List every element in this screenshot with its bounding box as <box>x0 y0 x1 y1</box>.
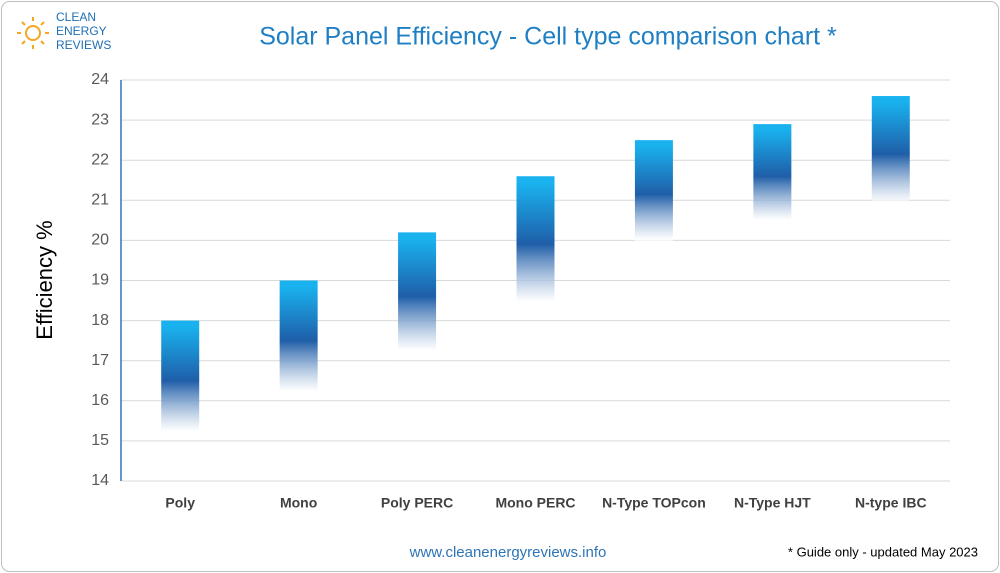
y-tick-label: 18 <box>91 312 109 329</box>
chart-title: Solar Panel Efficiency - Cell type compa… <box>259 23 837 51</box>
x-tick-label: Poly PERC <box>381 495 453 511</box>
bar <box>634 140 673 249</box>
footer-note: * Guide only - updated May 2023 <box>788 544 978 559</box>
logo-line: CLEAN <box>56 10 96 24</box>
y-tick-label: 17 <box>91 352 109 369</box>
logo-line: ENERGY <box>56 24 107 38</box>
y-axis-label: Efficiency % <box>32 220 57 339</box>
x-tick-label: N-type IBC <box>855 495 927 511</box>
x-tick-label: N-Type TOPcon <box>602 495 706 511</box>
bar <box>161 320 200 441</box>
bar <box>398 232 437 361</box>
x-tick-label: Mono PERC <box>495 495 575 511</box>
logo-icon <box>17 17 49 49</box>
bar <box>516 176 555 313</box>
x-tick-label: N-Type HJT <box>734 495 811 511</box>
bar <box>279 280 318 401</box>
x-tick-label: Poly <box>165 495 195 511</box>
y-tick-label: 20 <box>91 232 109 249</box>
x-tick-label: Mono <box>280 495 317 511</box>
y-tick-label: 22 <box>91 151 109 168</box>
bar <box>871 96 910 213</box>
y-tick-label: 24 <box>91 71 109 88</box>
y-tick-label: 14 <box>91 472 109 489</box>
y-tick-label: 15 <box>91 432 109 449</box>
bar <box>753 124 792 229</box>
y-tick-label: 19 <box>91 272 109 289</box>
y-tick-label: 21 <box>91 192 109 209</box>
y-tick-label: 23 <box>91 111 109 128</box>
y-tick-label: 16 <box>91 392 109 409</box>
logo-line: REVIEWS <box>56 38 111 52</box>
footer-url: www.cleanenergyreviews.info <box>409 544 607 561</box>
